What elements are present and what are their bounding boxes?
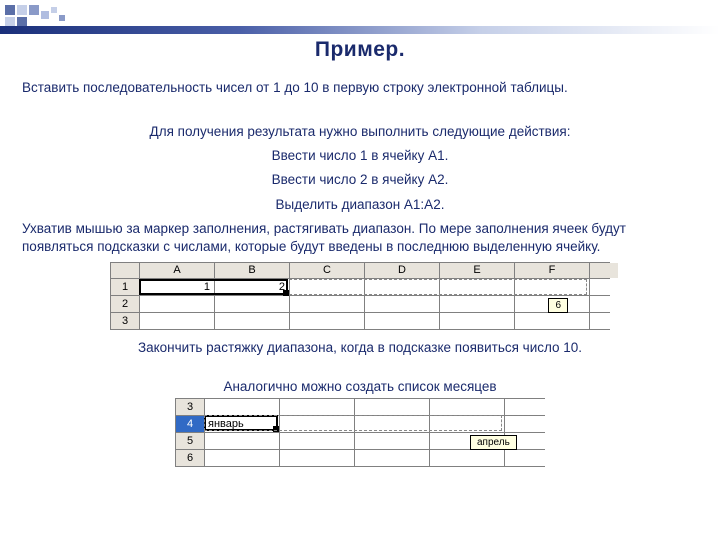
column-header[interactable]: C	[290, 263, 364, 278]
cell[interactable]	[365, 279, 439, 295]
cell[interactable]	[515, 313, 589, 329]
column-header[interactable]: A	[140, 263, 214, 278]
column-header[interactable]	[111, 263, 139, 278]
cell[interactable]	[440, 279, 514, 295]
cell[interactable]	[140, 296, 214, 312]
cell[interactable]	[365, 313, 439, 329]
cell[interactable]	[290, 279, 364, 295]
spreadsheet-screenshot-1: ABCDEF11223 6	[110, 262, 610, 330]
cell[interactable]	[505, 399, 551, 415]
column-header[interactable]: D	[365, 263, 439, 278]
fill-tooltip: 6	[548, 298, 568, 313]
row-header[interactable]: 6	[176, 450, 204, 466]
cell[interactable]	[205, 433, 279, 449]
cell[interactable]	[280, 416, 354, 432]
column-header[interactable]	[590, 263, 618, 278]
column-header[interactable]: E	[440, 263, 514, 278]
column-header[interactable]: B	[215, 263, 289, 278]
cell[interactable]	[505, 416, 551, 432]
cell[interactable]	[355, 433, 429, 449]
cell[interactable]	[515, 279, 589, 295]
cell[interactable]	[355, 416, 429, 432]
instruction-line: Ввести число 1 в ячейку А1.	[0, 147, 720, 165]
cell[interactable]	[365, 296, 439, 312]
instruction-paragraph: Ухватив мышью за маркер заполнения, раст…	[0, 220, 720, 256]
note-months: Аналогично можно создать список месяцев	[0, 379, 720, 394]
instruction-line: Выделить диапазон А1:А2.	[0, 196, 720, 214]
row-header[interactable]: 5	[176, 433, 204, 449]
row-header[interactable]: 2	[111, 296, 139, 312]
row-header[interactable]: 1	[111, 279, 139, 295]
spreadsheet-screenshot-2: 34январь56 апрель	[175, 398, 545, 467]
screenshot2-wrap: 34январь56 апрель	[0, 398, 720, 467]
page-title: Пример.	[0, 38, 720, 62]
fill-tooltip: апрель	[470, 435, 517, 450]
cell[interactable]	[590, 279, 618, 295]
cell[interactable]	[430, 416, 504, 432]
cell[interactable]: 2	[215, 279, 289, 295]
row-header[interactable]: 3	[176, 399, 204, 415]
cell[interactable]	[205, 399, 279, 415]
cell[interactable]	[430, 399, 504, 415]
cell[interactable]: 1	[140, 279, 214, 295]
cell[interactable]	[355, 450, 429, 466]
cell[interactable]: январь	[205, 416, 279, 432]
cell[interactable]	[355, 399, 429, 415]
cell[interactable]	[280, 399, 354, 415]
cell[interactable]	[590, 313, 618, 329]
cell[interactable]	[280, 450, 354, 466]
content: Пример. Вставить последовательность чисе…	[0, 0, 720, 467]
gradient-bar	[0, 26, 720, 34]
cell[interactable]	[440, 296, 514, 312]
cell[interactable]	[290, 313, 364, 329]
instruction-line: Для получения результата нужно выполнить…	[0, 123, 720, 141]
column-header[interactable]: F	[515, 263, 589, 278]
note-text: Закончить растяжку диапазона, когда в по…	[0, 340, 720, 355]
spreadsheet-grid-2: 34январь56	[175, 398, 545, 467]
cell[interactable]	[280, 433, 354, 449]
cell[interactable]	[505, 450, 551, 466]
cell[interactable]	[430, 450, 504, 466]
row-header[interactable]: 4	[176, 416, 204, 432]
spreadsheet-grid-1: ABCDEF11223	[110, 262, 610, 330]
screenshot1-wrap: ABCDEF11223 6	[0, 262, 720, 330]
row-header[interactable]: 3	[111, 313, 139, 329]
cell[interactable]	[215, 296, 289, 312]
cell[interactable]	[140, 313, 214, 329]
subtitle-text: Вставить последовательность чисел от 1 д…	[0, 80, 720, 95]
cell[interactable]	[590, 296, 618, 312]
cell[interactable]	[205, 450, 279, 466]
cell[interactable]	[215, 313, 289, 329]
header-decoration	[0, 0, 720, 38]
cell[interactable]	[290, 296, 364, 312]
instruction-line: Ввести число 2 в ячейку А2.	[0, 171, 720, 189]
cell[interactable]	[440, 313, 514, 329]
